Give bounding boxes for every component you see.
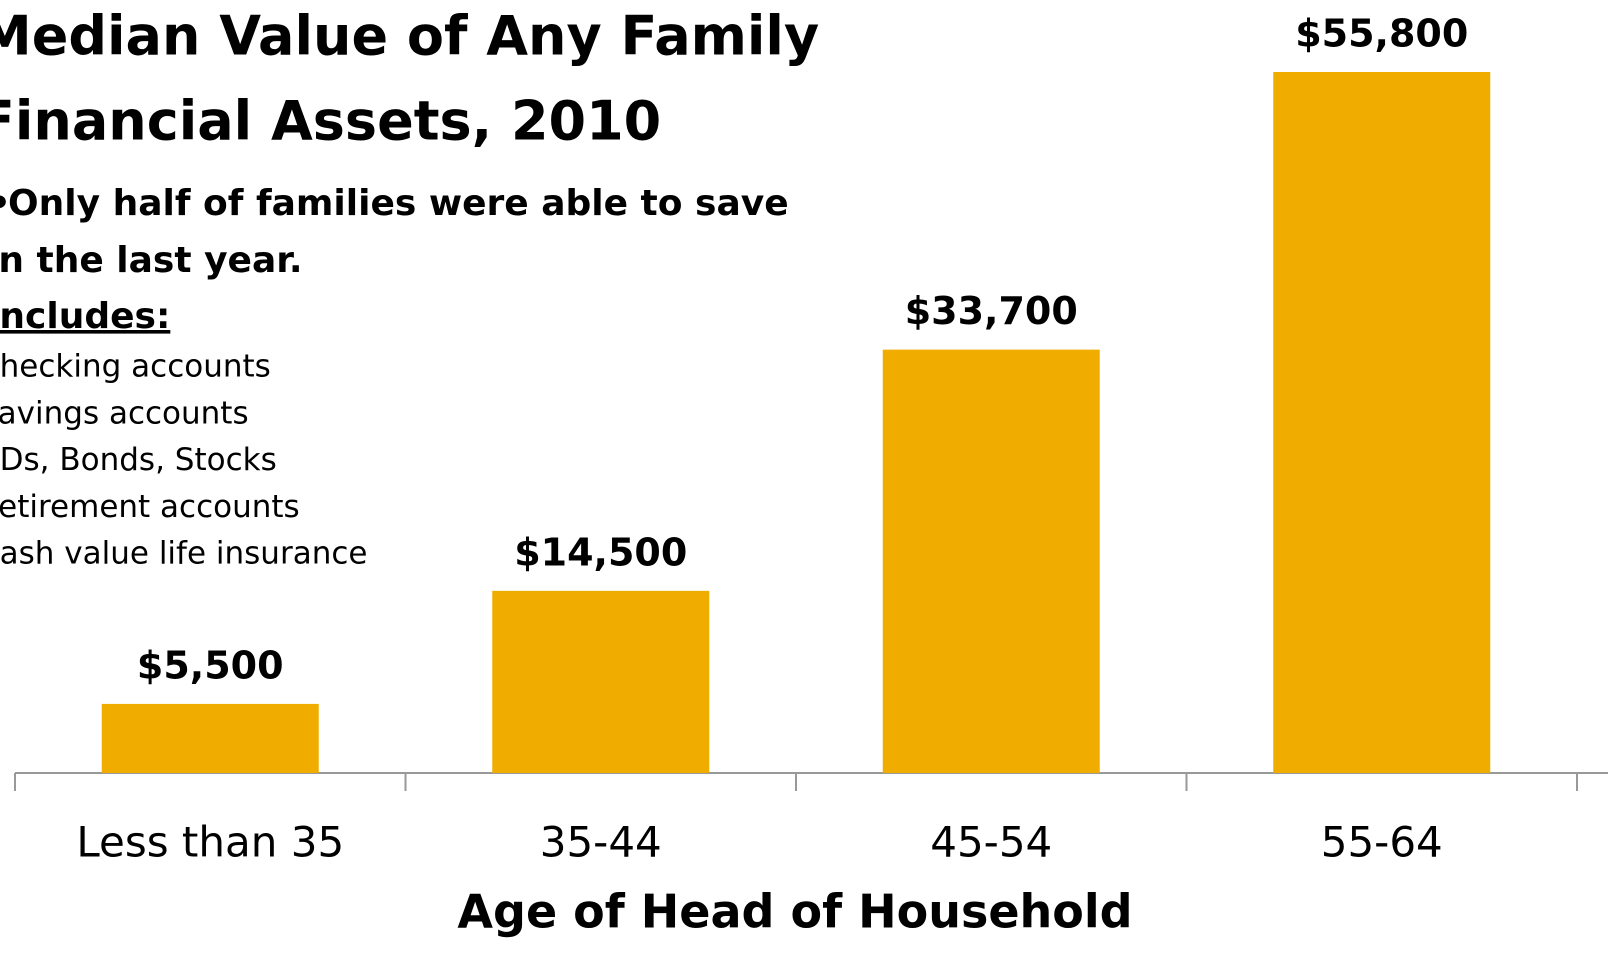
- x-tick-label: 45-54: [930, 818, 1052, 867]
- include-item: Checking accounts: [0, 349, 271, 385]
- x-tick-label: 55-64: [1321, 818, 1443, 867]
- subtitle: Only half of families were able to save: [8, 183, 789, 224]
- bar: [101, 703, 319, 773]
- includes-heading: Includes:: [0, 296, 170, 337]
- chart-title: Financial Assets, 2010: [0, 90, 661, 153]
- value-label: $55,800: [1295, 12, 1468, 56]
- x-axis-title: Age of Head of Household: [457, 885, 1132, 939]
- value-label: $33,700: [905, 289, 1078, 333]
- x-tick-label: Less than 35: [76, 818, 344, 867]
- bullet-dot: •: [0, 183, 11, 224]
- chart-title: Median Value of Any Family: [0, 5, 819, 68]
- include-item: CDs, Bonds, Stocks: [0, 442, 277, 478]
- bar: [882, 349, 1100, 773]
- include-item: Savings accounts: [0, 395, 249, 431]
- x-tick-label: 35-44: [540, 818, 662, 867]
- include-item: Cash value life insurance: [0, 536, 367, 572]
- include-item: Retirement accounts: [0, 489, 300, 525]
- value-label: $5,500: [137, 643, 284, 687]
- subtitle: in the last year.: [0, 240, 303, 281]
- value-label: $14,500: [514, 530, 687, 574]
- bar: [1273, 72, 1491, 773]
- bar: [492, 590, 710, 773]
